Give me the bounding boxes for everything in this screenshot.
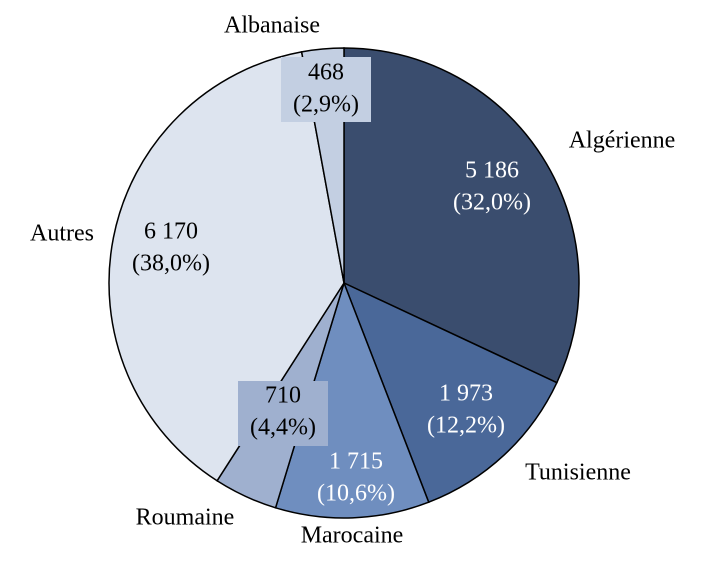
percent-label: (12,2%) <box>427 413 505 439</box>
slice-label: Roumaine <box>136 505 235 531</box>
value-label: 1 715 <box>329 449 383 475</box>
slice-label: Marocaine <box>301 523 404 549</box>
slice-label: Tunisienne <box>525 460 631 486</box>
percent-label: (32,0%) <box>453 190 531 216</box>
pie-slice <box>342 281 558 504</box>
percent-label: (4,4%) <box>250 415 316 441</box>
value-label: 710 <box>265 383 301 409</box>
value-label: 6 170 <box>144 219 198 245</box>
percent-label: (2,9%) <box>293 92 359 118</box>
slice-label: Algérienne <box>569 128 676 154</box>
percent-label: (38,0%) <box>132 251 210 277</box>
slice-label: Albanaise <box>224 13 320 39</box>
value-label: 5 186 <box>465 158 519 184</box>
percent-label: (10,6%) <box>317 481 395 507</box>
value-label: 1 973 <box>439 381 493 407</box>
pie-slice <box>343 47 580 384</box>
value-label: 468 <box>308 60 344 86</box>
pie-slice <box>108 50 345 482</box>
label-box <box>238 381 328 446</box>
slice-label: Autres <box>30 221 94 247</box>
label-box <box>281 57 371 122</box>
pie-slice <box>274 280 430 519</box>
